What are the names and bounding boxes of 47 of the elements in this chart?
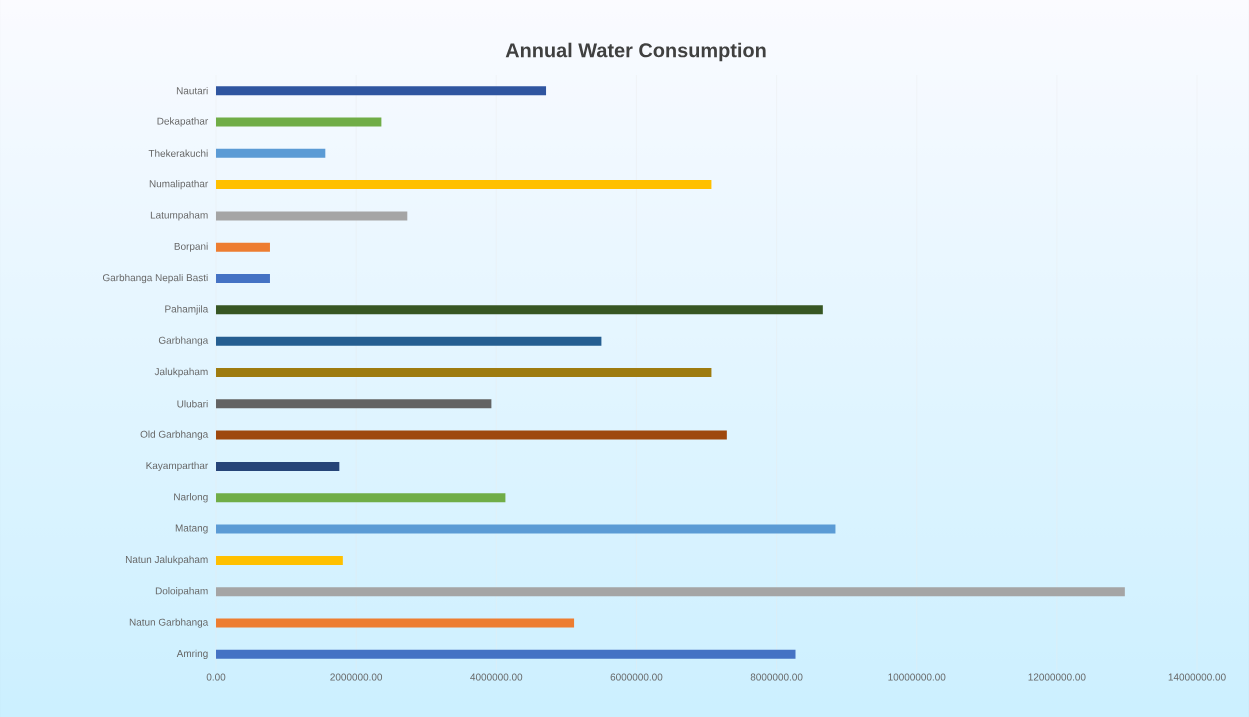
y-tick-label: Ulubari bbox=[177, 400, 208, 408]
bar bbox=[216, 430, 727, 440]
bar bbox=[216, 367, 712, 377]
bar bbox=[216, 148, 326, 158]
y-tick-label: Borpani bbox=[174, 242, 208, 252]
y-tick-label: Amring bbox=[176, 649, 208, 659]
x-tick-label: 10000000.00 bbox=[888, 673, 946, 681]
y-tick-label: Jalukpaham bbox=[154, 367, 208, 378]
y-tick-label: Old Garbhanga bbox=[140, 430, 209, 440]
y-tick-label: Narlong bbox=[174, 493, 208, 503]
bar bbox=[216, 211, 408, 221]
y-tick-label: Matang bbox=[175, 524, 208, 534]
chart-title: Annual Water Consumption bbox=[505, 42, 766, 62]
bar bbox=[216, 399, 492, 409]
y-tick-label: Pahamjila bbox=[165, 305, 209, 315]
bar bbox=[216, 274, 270, 284]
bar bbox=[216, 555, 343, 565]
y-tick-label: Thekerakuchi bbox=[148, 149, 208, 157]
bar bbox=[216, 618, 575, 628]
bar bbox=[216, 493, 506, 503]
x-tick-label: 8000000.00 bbox=[750, 673, 803, 681]
y-tick-label: Garbhanga Nepali Basti bbox=[102, 273, 208, 284]
bar bbox=[216, 336, 602, 346]
x-tick-label: 12000000.00 bbox=[1028, 673, 1086, 681]
y-tick-label: Numalipathar bbox=[149, 179, 209, 190]
bar bbox=[216, 117, 382, 127]
y-tick-label: Kayamparthar bbox=[146, 461, 209, 472]
x-tick-label: 2000000.00 bbox=[330, 673, 383, 681]
x-tick-label: 6000000.00 bbox=[610, 673, 663, 681]
x-tick-label: 4000000.00 bbox=[470, 673, 523, 681]
x-tick-label: 14000000.00 bbox=[1168, 673, 1226, 681]
y-tick-label: Natun Jalukpaham bbox=[125, 555, 208, 566]
bar bbox=[216, 587, 1125, 597]
y-tick-label: Doloipaham bbox=[155, 587, 208, 597]
bar bbox=[216, 305, 823, 315]
bar bbox=[216, 180, 712, 190]
y-tick-label: Latumpaham bbox=[150, 211, 208, 221]
x-tick-label: 0.00 bbox=[206, 673, 226, 681]
bar bbox=[216, 242, 270, 252]
bar bbox=[216, 524, 836, 534]
y-tick-label: Garbhanga bbox=[158, 336, 209, 346]
y-tick-label: Natun Garbhanga bbox=[129, 618, 209, 628]
bar bbox=[216, 461, 340, 471]
bar bbox=[216, 86, 547, 96]
y-tick-label: Dekapathar bbox=[157, 117, 209, 127]
y-tick-label: Nautari bbox=[176, 86, 208, 95]
bar bbox=[216, 649, 796, 659]
